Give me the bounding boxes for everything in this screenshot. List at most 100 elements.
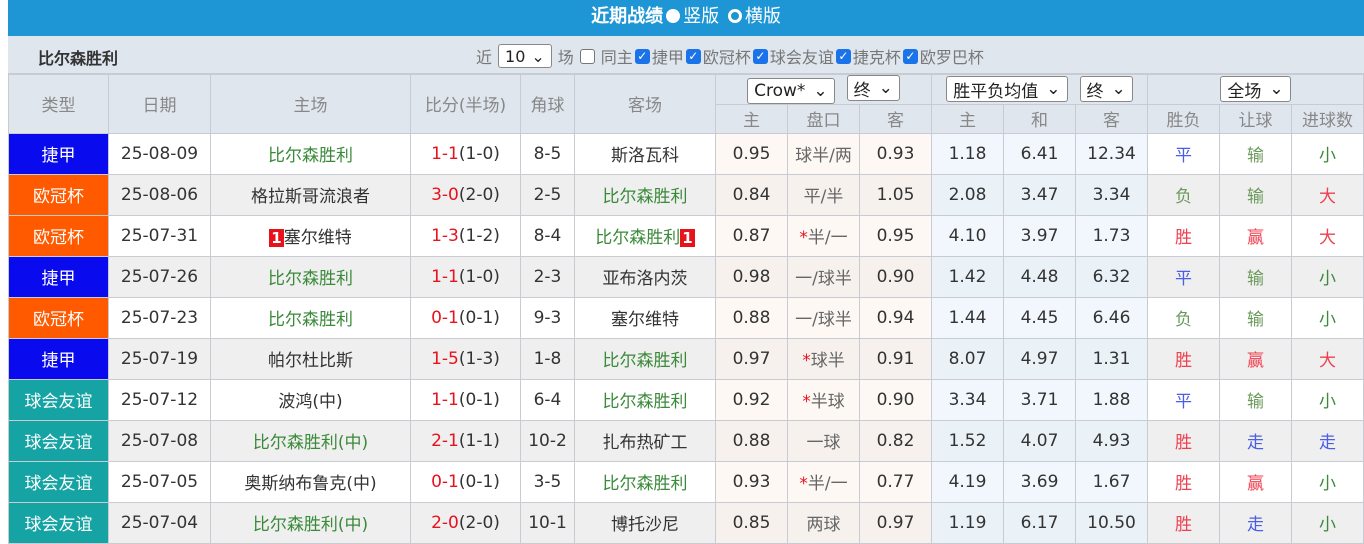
competition-type[interactable]: 球会友谊: [8, 501, 109, 544]
away-team[interactable]: 比尔森胜利: [574, 173, 716, 216]
ah-away-odds: 0.91: [859, 337, 932, 380]
home-team[interactable]: 比尔森胜利: [210, 255, 411, 298]
odds-home: 1.44: [931, 296, 1004, 339]
score[interactable]: 1-3(1-2): [410, 214, 521, 257]
scope-select[interactable]: 全场 ⌄: [1220, 76, 1291, 103]
radio-vertical[interactable]: [666, 9, 681, 23]
avg-stage-select[interactable]: 终 ⌄: [1079, 76, 1133, 103]
home-team[interactable]: 格拉斯哥流浪者: [210, 173, 411, 216]
score[interactable]: 2-1(1-1): [410, 419, 521, 462]
radio-horizontal-label[interactable]: 横版: [744, 6, 781, 27]
home-team[interactable]: 波鸿(中): [210, 378, 411, 421]
goals-result: 大: [1291, 214, 1364, 257]
away-team[interactable]: 博托沙尼: [574, 501, 716, 544]
ah-line: 一/球半: [787, 296, 860, 339]
competition-checkbox[interactable]: ✓: [902, 48, 918, 64]
competition-type[interactable]: 球会友谊: [8, 419, 109, 462]
competition-checkbox[interactable]: ✓: [634, 48, 650, 64]
avg-odds-select[interactable]: 胜平负均值 ⌄: [946, 76, 1068, 103]
handicap-result: 赢: [1219, 460, 1292, 503]
home-team[interactable]: 比尔森胜利(中): [210, 419, 411, 462]
competition-type[interactable]: 捷甲: [8, 255, 109, 298]
score[interactable]: 0-1(0-1): [410, 296, 521, 339]
competition-type[interactable]: 捷甲: [8, 132, 109, 175]
competition-type[interactable]: 欧冠杯: [8, 173, 109, 216]
away-team[interactable]: 比尔森胜利: [574, 460, 716, 503]
competition-type[interactable]: 球会友谊: [8, 378, 109, 421]
home-team[interactable]: 奥斯纳布鲁克(中): [210, 460, 411, 503]
score[interactable]: 1-5(1-3): [410, 337, 521, 380]
away-team[interactable]: 斯洛瓦科: [574, 132, 716, 175]
odds-home: 4.10: [931, 214, 1004, 257]
home-team[interactable]: 比尔森胜利: [210, 296, 411, 339]
corners: 8-4: [520, 214, 575, 257]
home-team[interactable]: 比尔森胜利: [210, 132, 411, 175]
handicap-result: 赢: [1219, 214, 1292, 257]
score[interactable]: 1-1(0-1): [410, 378, 521, 421]
odds-away: 4.93: [1075, 419, 1148, 462]
odds-draw: 4.07: [1003, 419, 1076, 462]
match-count-select[interactable]: 10 ⌄: [498, 44, 552, 68]
ah-away-odds: 0.93: [859, 132, 932, 175]
ah-home-odds: 0.97: [715, 337, 788, 380]
table-row: 捷甲 25-07-19 帕尔杜比斯 1-5(1-3) 1-8 比尔森胜利 0.9…: [8, 337, 1364, 380]
competition-type[interactable]: 欧冠杯: [8, 214, 109, 257]
score[interactable]: 2-0(2-0): [410, 501, 521, 544]
goals-result: 大: [1291, 337, 1364, 380]
filter-bar: 比尔森胜利 近 10 ⌄ 场 同主 ✓ 捷甲 ✓ 欧冠杯 ✓ 球会友谊 ✓ 捷克杯 ✓ 欧罗巴杯: [8, 36, 1364, 74]
table-row: 球会友谊 25-07-05 奥斯纳布鲁克(中) 0-1(0-1) 3-5 比尔森…: [8, 460, 1364, 503]
home-team[interactable]: 比尔森胜利(中): [210, 501, 411, 544]
col-ah-home: 主: [715, 103, 788, 134]
col-1x2-home: 主: [931, 103, 1004, 134]
odds-stage-select[interactable]: 终 ⌄: [846, 75, 900, 101]
corners: 1-8: [520, 337, 575, 380]
table-row: 捷甲 25-07-26 比尔森胜利 1-1(1-0) 2-3 亚布洛内茨 0.9…: [8, 255, 1364, 298]
away-team[interactable]: 扎布热矿工: [574, 419, 716, 462]
ah-home-odds: 0.88: [715, 296, 788, 339]
competition-checkbox[interactable]: ✓: [835, 48, 851, 64]
corners: 9-3: [520, 296, 575, 339]
ah-away-odds: 0.94: [859, 296, 932, 339]
odds-draw: 3.69: [1003, 460, 1076, 503]
home-team[interactable]: 帕尔杜比斯: [210, 337, 411, 380]
odds-away: 1.73: [1075, 214, 1148, 257]
match-date: 25-07-04: [108, 501, 211, 544]
competition-label: 欧冠杯: [702, 48, 751, 67]
goals-result: 小: [1291, 378, 1364, 421]
match-date: 25-07-31: [108, 214, 211, 257]
ah-line: 球半/两: [787, 132, 860, 175]
competition-type[interactable]: 球会友谊: [8, 460, 109, 503]
chevron-down-icon: ⌄: [531, 46, 545, 66]
away-team[interactable]: 比尔森胜利 1: [574, 214, 716, 257]
home-team[interactable]: 1 塞尔维特: [210, 214, 411, 257]
competition-checkbox[interactable]: ✓: [752, 48, 768, 64]
near-label: 近: [476, 48, 493, 67]
away-team[interactable]: 塞尔维特: [574, 296, 716, 339]
col-win-loss: 胜负: [1147, 103, 1220, 134]
competition-type[interactable]: 捷甲: [8, 337, 109, 380]
ah-home-odds: 0.92: [715, 378, 788, 421]
corners: 10-1: [520, 501, 575, 544]
score[interactable]: 0-1(0-1): [410, 460, 521, 503]
radio-horizontal[interactable]: [727, 9, 742, 23]
competition-checkbox[interactable]: ✓: [685, 48, 701, 64]
win-loss: 胜: [1147, 214, 1220, 257]
score[interactable]: 1-1(1-0): [410, 255, 521, 298]
corners: 2-3: [520, 255, 575, 298]
odds-draw: 6.17: [1003, 501, 1076, 544]
col-date: 日期: [108, 74, 211, 134]
same-home-checkbox[interactable]: [579, 48, 595, 64]
radio-vertical-label[interactable]: 竖版: [683, 6, 720, 27]
away-team[interactable]: 比尔森胜利: [574, 378, 716, 421]
handicap-header: Crow* ⌄ 终 ⌄: [715, 74, 932, 105]
score[interactable]: 1-1(1-0): [410, 132, 521, 175]
table-row: 欧冠杯 25-07-23 比尔森胜利 0-1(0-1) 9-3 塞尔维特 0.8…: [8, 296, 1364, 339]
away-team[interactable]: 比尔森胜利: [574, 337, 716, 380]
odds-company-select[interactable]: Crow* ⌄: [747, 77, 835, 104]
col-score: 比分(半场): [410, 74, 521, 134]
competition-type[interactable]: 欧冠杯: [8, 296, 109, 339]
odds-draw: 3.71: [1003, 378, 1076, 421]
away-team[interactable]: 亚布洛内茨: [574, 255, 716, 298]
col-1x2-away: 客: [1075, 103, 1148, 134]
score[interactable]: 3-0(2-0): [410, 173, 521, 216]
